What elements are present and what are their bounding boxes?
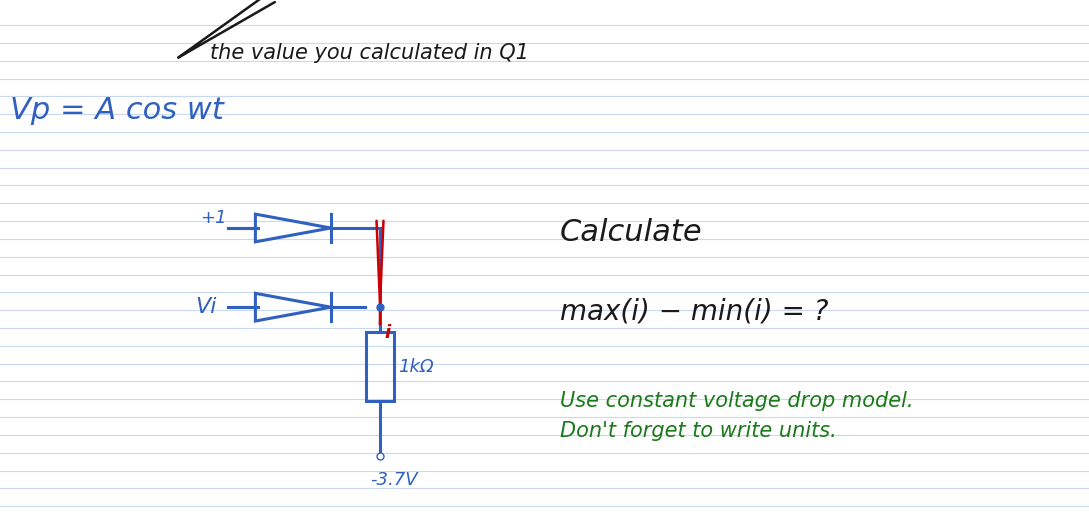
Text: i: i	[384, 324, 390, 342]
Text: Use constant voltage drop model.: Use constant voltage drop model.	[560, 392, 914, 411]
Text: 1kΩ: 1kΩ	[397, 358, 433, 375]
Text: -3.7V: -3.7V	[370, 472, 417, 489]
Text: Vp = A cos wt: Vp = A cos wt	[10, 96, 224, 125]
Bar	[366, 332, 394, 401]
Text: Calculate: Calculate	[560, 218, 702, 247]
Text: max(i) − min(i) = ?: max(i) − min(i) = ?	[560, 297, 829, 326]
Text: the value you calculated in Q1: the value you calculated in Q1	[210, 43, 529, 63]
Text: +1: +1	[200, 209, 227, 227]
Text: Vi: Vi	[195, 297, 217, 317]
Text: Don't forget to write units.: Don't forget to write units.	[560, 421, 836, 441]
